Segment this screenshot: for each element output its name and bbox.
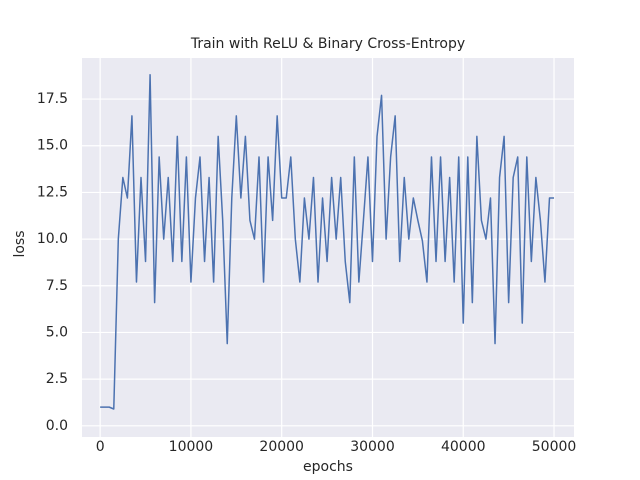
x-tick-label: 20000: [259, 439, 304, 455]
y-tick-label: 2.5: [46, 371, 68, 387]
chart-title: Train with ReLU & Binary Cross-Entropy: [190, 36, 465, 52]
x-tick-label: 10000: [169, 439, 214, 455]
y-tick-label: 5.0: [46, 324, 68, 340]
y-tick-label: 15.0: [37, 138, 68, 154]
y-tick-label: 10.0: [37, 231, 68, 247]
y-tick-label: 12.5: [37, 184, 68, 200]
y-tick-label: 17.5: [37, 91, 68, 107]
x-axis-label: epochs: [303, 459, 353, 475]
y-axis-label: loss: [12, 230, 28, 257]
line-series: [100, 74, 555, 410]
x-tick-label: 40000: [441, 439, 486, 455]
x-tick-label: 30000: [350, 439, 395, 455]
y-tick-label: 0.0: [46, 418, 68, 434]
x-tick-label: 50000: [532, 439, 577, 455]
y-tick-label: 7.5: [46, 278, 68, 294]
x-tick-label: 0: [96, 439, 105, 455]
